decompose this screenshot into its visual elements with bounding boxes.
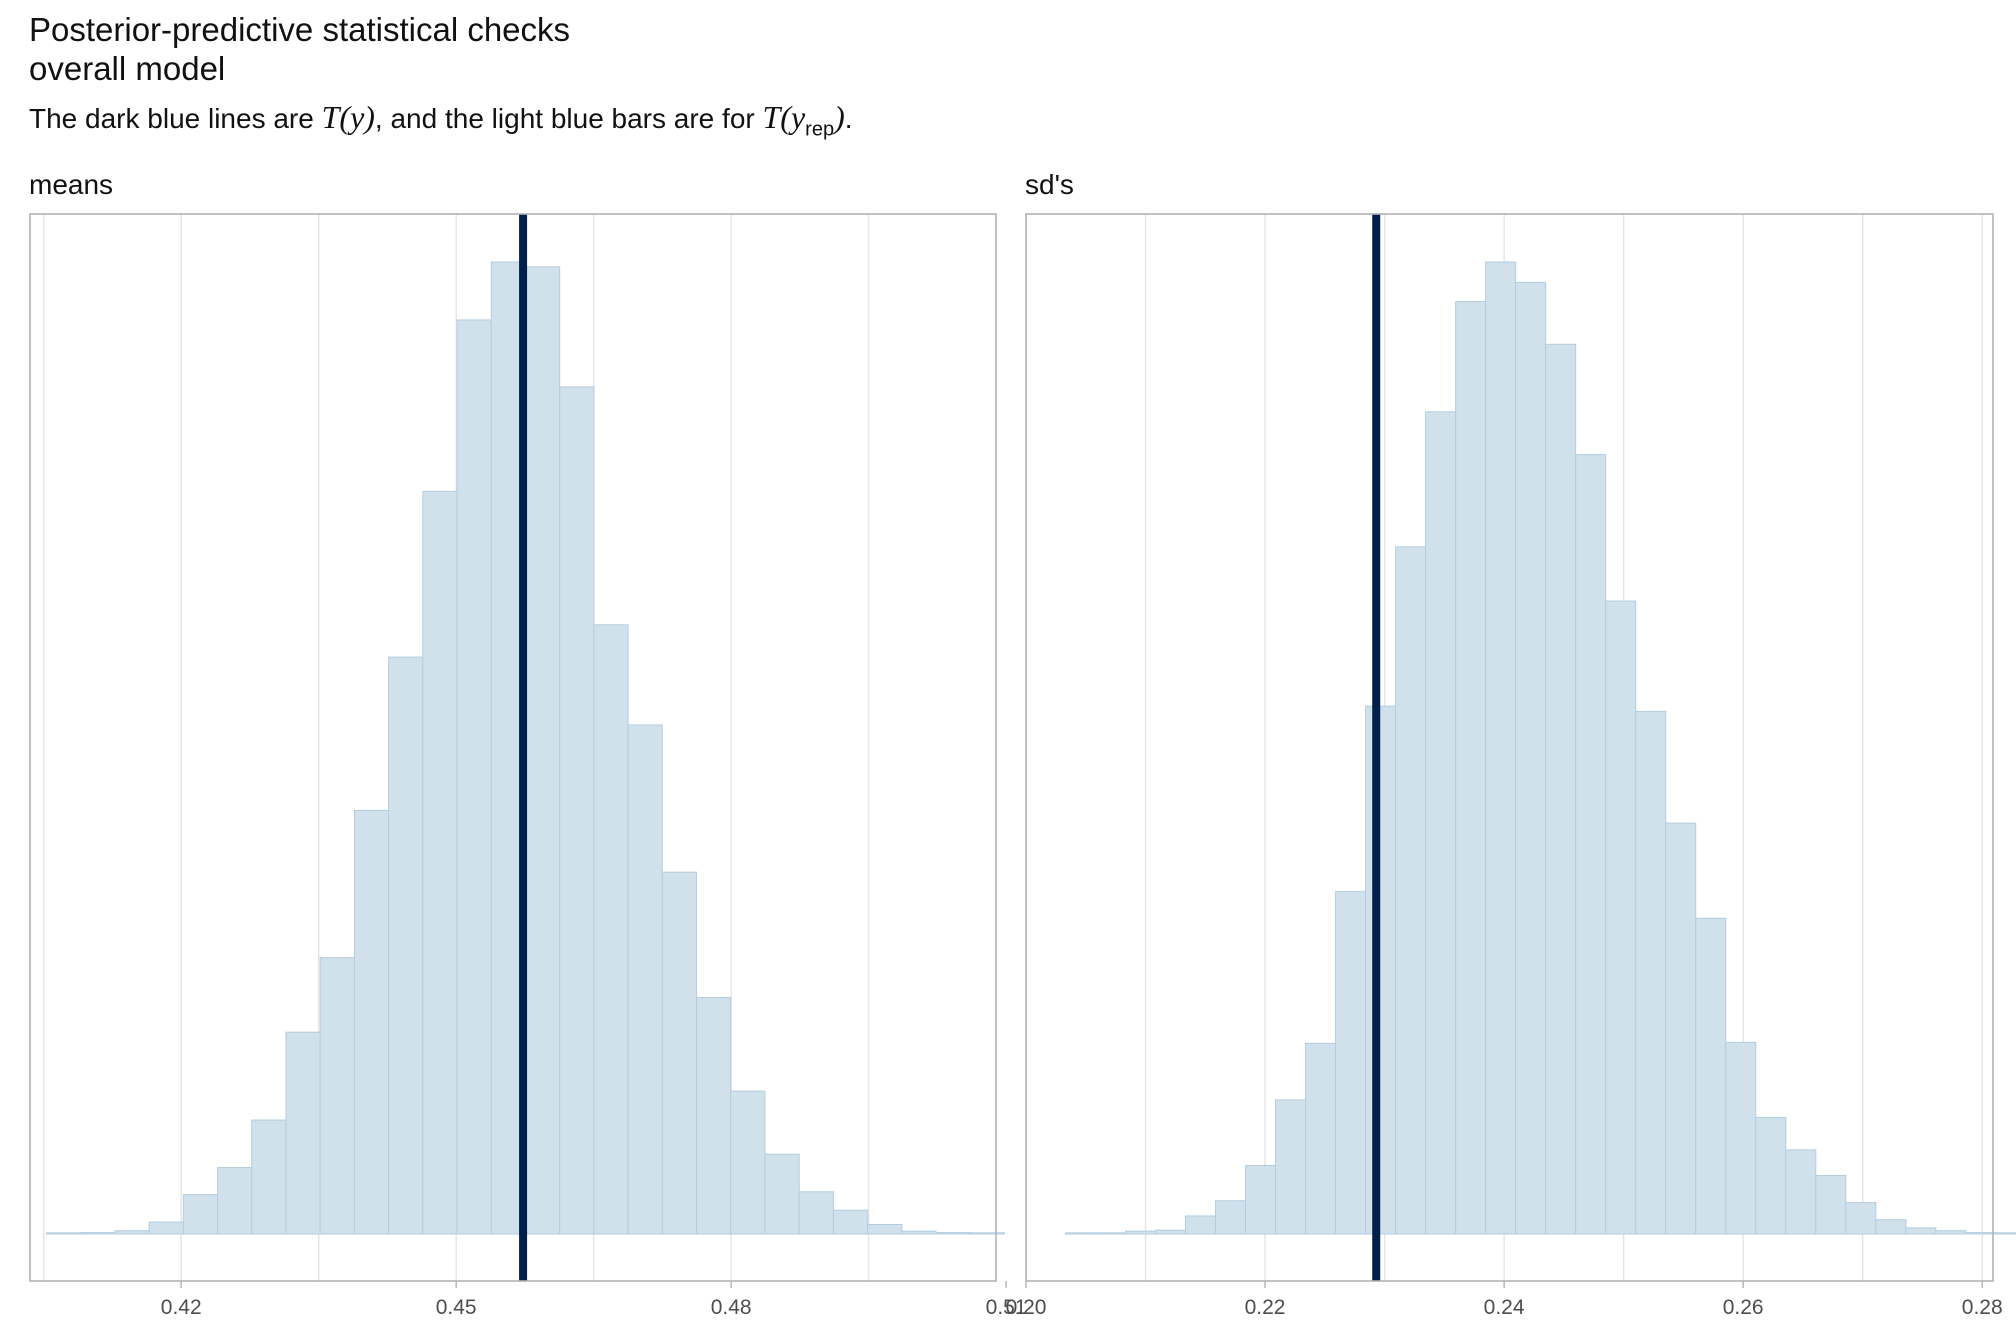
histogram-bar [524, 266, 561, 1235]
histogram-bar [593, 624, 629, 1235]
title-line-2: overall model [29, 50, 226, 87]
histogram-bar [935, 1232, 971, 1235]
histogram-bar [798, 1191, 834, 1235]
histogram-bar [1545, 343, 1577, 1235]
subtitle-tyrep: T(yrep) [762, 99, 845, 140]
subtitle-prefix: The dark blue lines are [29, 103, 322, 134]
histogram-bar [1215, 1200, 1247, 1235]
histogram-bar [627, 724, 663, 1235]
histogram-bar [730, 1090, 766, 1235]
histogram-bar [1875, 1219, 1907, 1235]
histogram-bar [319, 957, 355, 1235]
histogram-bar [1845, 1202, 1877, 1235]
histogram-bar [696, 997, 732, 1235]
panel-sds: 0.20 0.22 0.24 0.26 0.28 [1006, 213, 2016, 1319]
histogram-bar [1275, 1099, 1307, 1235]
histogram-bar [285, 1031, 321, 1235]
histogram-bar [1695, 917, 1727, 1235]
histogram-bar [1245, 1165, 1277, 1235]
x-tick-label: 0.51 [986, 1296, 1027, 1319]
panel-means: 0.42 0.45 0.48 0.51 [29, 213, 1027, 1319]
chart-title: Posterior-predictive statistical checks … [29, 10, 570, 88]
x-tick-label: 0.26 [1723, 1296, 1764, 1319]
histogram-bar [1365, 705, 1397, 1235]
histogram-bar [1965, 1232, 1997, 1235]
histogram-bar [1094, 1232, 1126, 1235]
histogram-bar [1905, 1227, 1937, 1235]
subtitle-tyrep-base: T(y [762, 99, 806, 135]
histogram-bar [867, 1224, 903, 1235]
histogram-bar [1124, 1230, 1156, 1235]
x-tick-label: 0.48 [711, 1296, 752, 1319]
panel-title-means: means [29, 169, 114, 200]
histogram-bar [1605, 600, 1637, 1235]
histogram-bar [1335, 891, 1367, 1235]
panel-frame [1025, 213, 1994, 1282]
histogram-bar [1785, 1149, 1817, 1235]
subtitle-tyrep-sub: rep [805, 118, 835, 141]
histogram-bar [1635, 710, 1667, 1235]
histogram-bar [1665, 822, 1697, 1235]
histogram-bar [1755, 1116, 1787, 1235]
histogram-bar [901, 1230, 937, 1235]
histogram-bar [422, 490, 458, 1235]
panel-title-sds: sd's [1025, 169, 1074, 200]
x-tick-label: 0.45 [436, 1296, 477, 1319]
histogram-bar [1064, 1232, 1096, 1235]
histogram-bar [764, 1153, 800, 1235]
histogram-bar [217, 1167, 253, 1235]
subtitle-tyrep-close: ) [834, 99, 845, 135]
histogram-bar [1185, 1215, 1217, 1235]
histogram-bar [1395, 546, 1427, 1235]
title-line-1: Posterior-predictive statistical checks [29, 11, 571, 48]
histogram-bar [388, 656, 424, 1235]
histogram-bar [1305, 1042, 1337, 1235]
x-tick-label: 0.42 [161, 1296, 202, 1319]
histogram-bar [148, 1221, 184, 1235]
subtitle-suffix: . [844, 103, 853, 134]
histogram-bar [114, 1230, 150, 1235]
histogram-bar [182, 1194, 219, 1235]
histogram-bar [1485, 261, 1517, 1235]
histogram-bar [251, 1119, 287, 1235]
histogram-bar [1515, 281, 1547, 1235]
histogram-bar [1935, 1230, 1967, 1235]
chart-subtitle: The dark blue lines are T(y), and the li… [29, 98, 853, 148]
histogram-bar [1995, 1232, 2016, 1235]
histogram-bar [1725, 1041, 1757, 1235]
panel-frame [29, 213, 997, 1282]
histogram-bar [1154, 1229, 1187, 1235]
subtitle-ty: T(y) [321, 99, 375, 135]
x-tick-label: 0.20 [1006, 1296, 1047, 1319]
histogram-bar [969, 1232, 1005, 1235]
histogram-bar [1815, 1175, 1847, 1235]
histogram-bar [1425, 411, 1457, 1235]
histogram-bar [1455, 300, 1487, 1235]
histogram-bar [80, 1232, 116, 1235]
x-tick-label: 0.28 [1962, 1296, 2003, 1319]
histogram-bar [1575, 454, 1607, 1235]
subtitle-middle: , and the light blue bars are for [374, 103, 763, 134]
histogram-bar [661, 871, 698, 1235]
histogram-bar [45, 1232, 82, 1235]
x-tick-label: 0.22 [1245, 1296, 1286, 1319]
histogram-bar [456, 319, 492, 1235]
histogram-bar [832, 1209, 869, 1235]
histogram-bar [559, 386, 595, 1235]
x-tick-label: 0.24 [1484, 1296, 1525, 1319]
histogram-bar [353, 809, 390, 1235]
